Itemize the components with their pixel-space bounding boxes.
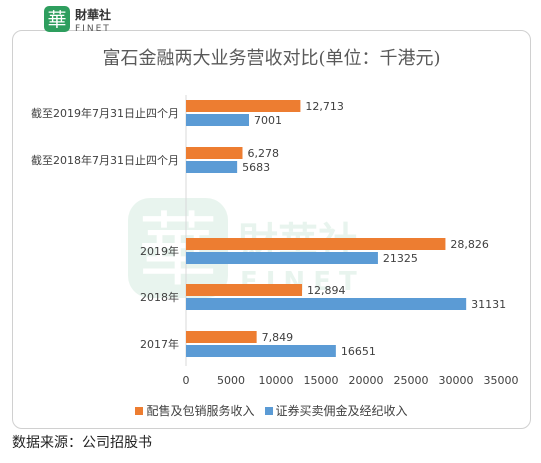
category-label: 截至2019年7月31日止四个月 bbox=[31, 106, 179, 120]
data-label: 6,278 bbox=[248, 147, 280, 160]
data-label: 7001 bbox=[254, 114, 282, 127]
legend-item-brokerage: 证券买卖佣金及经纪收入 bbox=[264, 402, 408, 419]
bar-brokerage bbox=[186, 252, 378, 264]
legend-label: 证券买卖佣金及经纪收入 bbox=[275, 404, 408, 418]
category-label: 2019年 bbox=[140, 244, 179, 258]
data-label: 12,713 bbox=[305, 100, 344, 113]
data-label: 7,849 bbox=[262, 331, 294, 344]
legend-swatch-orange bbox=[135, 406, 144, 415]
category-label: 2017年 bbox=[140, 337, 179, 351]
watermark-badge bbox=[128, 198, 228, 298]
logo-name: 財華社 bbox=[74, 7, 111, 22]
data-label: 21325 bbox=[383, 252, 418, 265]
chart-title: 富石金融两大业务营收对比(单位：千港元) bbox=[102, 48, 441, 69]
bar-placement bbox=[186, 100, 301, 112]
x-tick-label: 5000 bbox=[217, 374, 245, 387]
bar-brokerage bbox=[186, 298, 467, 310]
bar-brokerage bbox=[186, 161, 238, 173]
bar-placement bbox=[186, 331, 257, 343]
data-label: 5683 bbox=[242, 161, 270, 174]
x-tick-label: 20000 bbox=[349, 374, 384, 387]
data-source-note: 数据来源：公司招股书 bbox=[12, 435, 152, 451]
x-tick-label: 0 bbox=[183, 374, 190, 387]
data-label: 31131 bbox=[471, 298, 506, 311]
bar-brokerage bbox=[186, 114, 250, 126]
x-tick-label: 30000 bbox=[439, 374, 474, 387]
finet-logo: 華 財華社 FINET bbox=[44, 6, 111, 34]
logo-glyph: 華 bbox=[47, 9, 66, 31]
legend: 配售及包销服务收入 证券买卖佣金及经纪收入 bbox=[12, 402, 531, 419]
x-tick-label: 10000 bbox=[259, 374, 294, 387]
x-tick-label: 25000 bbox=[394, 374, 429, 387]
watermark-glyph: 華 bbox=[138, 204, 218, 297]
legend-swatch-blue bbox=[264, 406, 273, 415]
legend-item-placement: 配售及包销服务收入 bbox=[135, 402, 255, 419]
category-label: 2018年 bbox=[140, 290, 179, 304]
bar-brokerage bbox=[186, 345, 336, 357]
bar-placement bbox=[186, 238, 446, 250]
data-label: 16651 bbox=[341, 345, 376, 358]
x-tick-label: 15000 bbox=[304, 374, 339, 387]
x-tick-labels: 0 5000 10000 15000 20000 25000 30000 35000 bbox=[183, 374, 519, 387]
logo-badge bbox=[44, 6, 70, 32]
x-tick-label: 35000 bbox=[484, 374, 519, 387]
category-label: 截至2018年7月31日止四个月 bbox=[31, 153, 179, 167]
logo-sub: FINET bbox=[75, 24, 111, 34]
bar-placement bbox=[186, 147, 243, 159]
chart-frame bbox=[12, 30, 531, 429]
bar-placement bbox=[186, 284, 303, 296]
legend-label: 配售及包销服务收入 bbox=[146, 404, 255, 418]
data-label: 12,894 bbox=[307, 284, 346, 297]
data-label: 28,826 bbox=[450, 238, 489, 251]
